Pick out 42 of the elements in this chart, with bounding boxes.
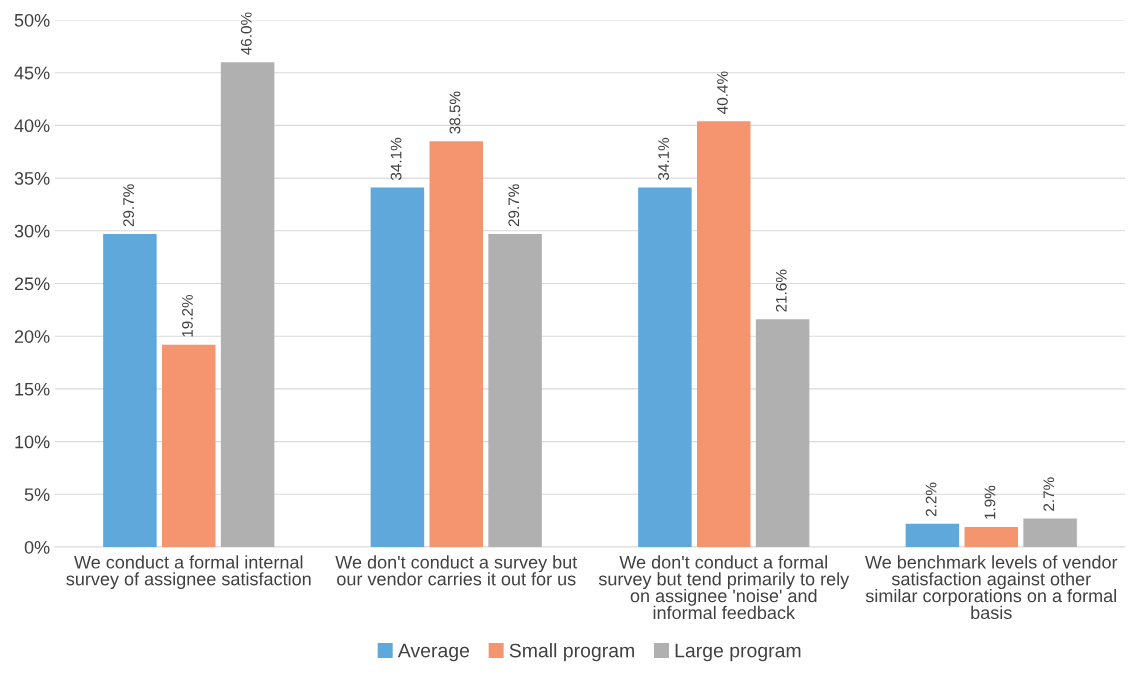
legend-label: Average [397, 643, 470, 662]
y-tick-label: 20% [14, 330, 50, 343]
data-label: 2.7% [1043, 477, 1055, 511]
data-label: 34.1% [658, 137, 669, 181]
bar [162, 344, 216, 547]
data-label: 21.6% [775, 269, 787, 312]
y-tick-label: 0% [24, 540, 50, 554]
legend-label: Large program [675, 643, 801, 662]
data-label: 29.7% [123, 184, 134, 227]
data-label: 2.2% [925, 482, 937, 517]
data-label: 1.9% [984, 485, 996, 519]
data-label: 19.2% [182, 294, 193, 337]
bar [638, 187, 692, 547]
bar [429, 141, 483, 547]
x-tick-label: We don't conduct a formal survey but tend primarily to rely on assignee 'noise' and informal feedback [598, 555, 850, 620]
data-label: 38.5% [449, 91, 461, 134]
bar [905, 523, 960, 547]
bar [964, 526, 1018, 547]
y-tick-label: 50% [14, 13, 50, 27]
bar [103, 233, 157, 547]
y-tick-label: 40% [14, 119, 50, 133]
bar [220, 62, 275, 547]
x-tick-label: We don't conduct a survey but our vendor carries it out for us [335, 555, 578, 586]
bar [697, 121, 751, 547]
data-label: 46.0% [240, 12, 252, 55]
y-tick-label: 35% [14, 172, 50, 185]
x-tick-label: We benchmark levels of vendor satisfaction against other similar corporations on a formal basis [865, 555, 1118, 620]
bar [370, 187, 425, 547]
data-label: 29.7% [508, 184, 520, 227]
y-tick-label: 5% [24, 488, 50, 502]
data-label: 34.1% [390, 137, 402, 181]
data-label: 40.4% [717, 71, 728, 114]
y-tick-label: 25% [14, 277, 50, 291]
y-tick-label: 10% [15, 435, 50, 449]
y-tick-label: 45% [14, 66, 50, 80]
bar [1023, 518, 1077, 547]
bar [755, 319, 810, 547]
y-tick-label: 30% [14, 224, 50, 238]
bar [488, 233, 542, 547]
y-tick-label: 15% [15, 382, 50, 396]
legend-label: Small program [509, 643, 634, 662]
x-tick-label: We conduct a formal internal survey of assignee satisfaction [66, 555, 311, 589]
